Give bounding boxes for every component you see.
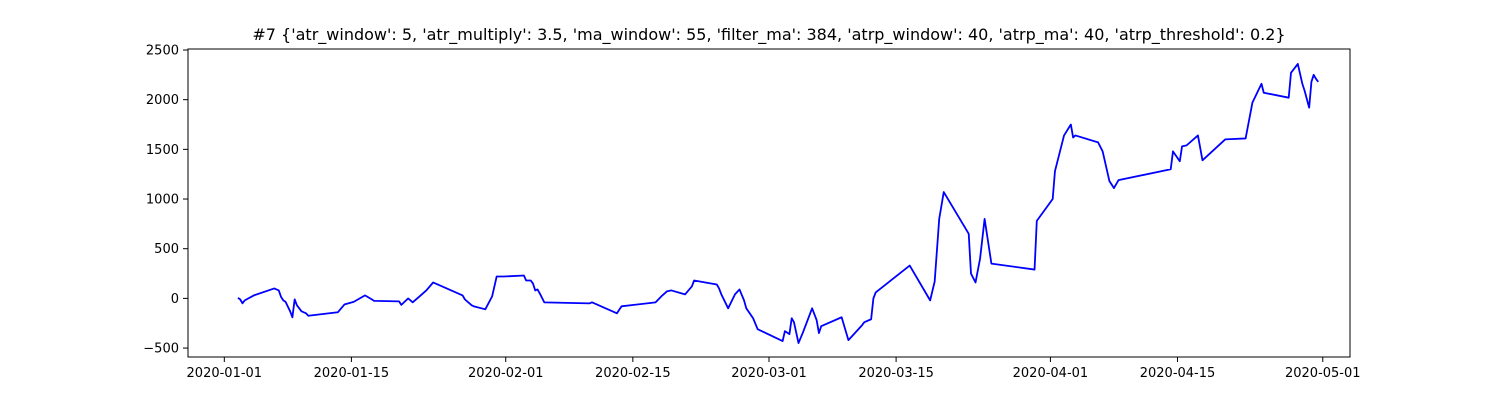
- series-line-0: [237, 63, 1319, 344]
- y-tick-label-5: 2000: [146, 93, 179, 108]
- y-tick-label-3: 1000: [146, 193, 179, 208]
- series-layer: [237, 63, 1319, 344]
- x-tick-label-0: 2020-01-01: [187, 366, 263, 381]
- x-tick-label-3: 2020-02-15: [595, 366, 671, 381]
- y-tick-label-4: 1500: [146, 143, 179, 158]
- y-tick-label-1: 0: [171, 292, 179, 307]
- x-tick-label-6: 2020-04-01: [1013, 366, 1089, 381]
- chart-title: #7 {'atr_window': 5, 'atr_multiply': 3.5…: [252, 25, 1285, 45]
- x-tick-label-7: 2020-04-15: [1140, 366, 1216, 381]
- y-tick-label-2: 500: [154, 242, 179, 257]
- x-tick-label-5: 2020-03-15: [858, 366, 934, 381]
- y-tick-label-0: −500: [143, 342, 179, 357]
- x-tick-label-8: 2020-05-01: [1285, 366, 1361, 381]
- plot-frame: [187, 48, 1351, 358]
- x-tick-label-4: 2020-03-01: [731, 366, 807, 381]
- x-tick-label-1: 2020-01-15: [314, 366, 390, 381]
- x-axis: 2020-01-01 2020-01-15 2020-02-01 2020-02-15…: [187, 357, 1361, 381]
- x-tick-label-2: 2020-02-01: [468, 366, 544, 381]
- y-tick-label-6: 2500: [146, 43, 179, 58]
- y-axis: −500 0 500 1000 1500 2000 2500: [143, 43, 188, 357]
